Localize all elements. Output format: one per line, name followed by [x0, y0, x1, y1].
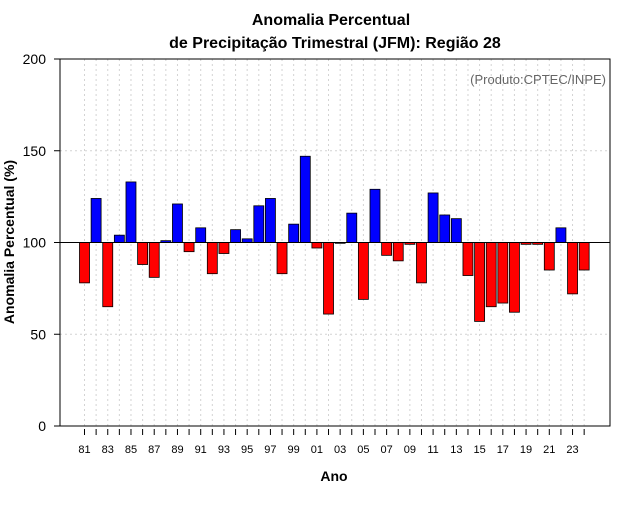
x-tick-label: 81 — [78, 444, 90, 456]
bar-97 — [265, 198, 276, 243]
bar-00 — [299, 155, 311, 243]
bar-84 — [113, 234, 125, 243]
x-tick-label: 17 — [497, 444, 509, 456]
y-tick-label: 100 — [23, 235, 47, 251]
y-tick-label: 150 — [23, 143, 47, 159]
bar-12 — [439, 214, 451, 243]
x-tick-label: 97 — [264, 444, 276, 456]
bar-15 — [474, 242, 485, 322]
bar-86 — [137, 242, 149, 265]
bar-10 — [416, 242, 427, 284]
bar-17 — [497, 242, 509, 304]
x-tick-label: 13 — [450, 444, 462, 456]
bar-96 — [253, 205, 265, 243]
bar-14 — [462, 242, 474, 276]
y-axis: 0 50 100 150 200 — [23, 51, 60, 434]
bar-81 — [79, 242, 90, 284]
chart-title: Anomalia Percentual — [252, 12, 410, 29]
y-tick-label: 50 — [30, 326, 46, 342]
x-tick-label: 09 — [404, 444, 416, 456]
bar-98 — [276, 242, 288, 275]
bar-16 — [485, 242, 497, 308]
y-axis-label: Anomalia Percentual (%) — [1, 160, 17, 324]
x-tick-label: 23 — [566, 444, 578, 456]
bar-18 — [509, 242, 520, 313]
bar-05 — [357, 242, 369, 300]
bar-02 — [323, 242, 334, 315]
x-tick-label: 85 — [125, 444, 137, 456]
x-tick-label: 95 — [241, 444, 253, 456]
bar-85 — [125, 181, 137, 243]
y-tick-label: 0 — [38, 418, 46, 434]
x-axis-label: Ano — [320, 468, 347, 484]
x-tick-label: 11 — [427, 444, 438, 456]
x-tick-label: 91 — [195, 444, 207, 456]
bar-90 — [183, 242, 195, 253]
x-tick-label: 89 — [171, 444, 183, 456]
bar-13 — [450, 218, 462, 243]
bar-21 — [543, 242, 555, 271]
y-tick-label: 200 — [23, 51, 47, 67]
bar-93 — [218, 242, 230, 254]
credit-label: (Produto:CPTEC/INPE) — [470, 72, 606, 87]
bar-24 — [578, 242, 590, 271]
bar-92 — [206, 242, 218, 275]
x-tick-label: 19 — [520, 444, 532, 456]
x-tick-label: 83 — [102, 444, 114, 456]
bar-99 — [288, 223, 300, 243]
bar-01 — [311, 242, 323, 249]
bar-87 — [148, 242, 160, 278]
bar-07 — [381, 242, 393, 256]
bar-22 — [555, 227, 567, 243]
bar-89 — [172, 203, 183, 243]
bar-94 — [230, 229, 241, 243]
bar-06 — [369, 188, 381, 243]
x-tick-label: 99 — [288, 444, 300, 456]
x-tick-label: 87 — [148, 444, 160, 456]
bar-91 — [195, 227, 207, 243]
x-tick-label: 07 — [380, 444, 392, 456]
chart-subtitle: de Precipitação Trimestral (JFM): Região… — [169, 35, 501, 52]
bar-23 — [567, 242, 578, 295]
bar-04 — [346, 212, 358, 243]
grid — [60, 59, 610, 426]
x-tick-label: 01 — [311, 444, 323, 456]
x-axis: 81 83 85 87 89 91 93 95 97 99 01 03 05 07 09 11 13 15 17 19… — [78, 429, 585, 456]
x-tick-label: 21 — [543, 444, 555, 456]
x-tick-label: 05 — [357, 444, 369, 456]
bar-08 — [392, 242, 404, 262]
x-tick-label: 15 — [473, 444, 485, 456]
bar-82 — [90, 198, 102, 243]
x-tick-label: 93 — [218, 444, 230, 456]
bar-83 — [102, 242, 114, 308]
bars — [79, 155, 590, 322]
bar-95 — [241, 238, 253, 243]
x-tick-label: 03 — [334, 444, 346, 456]
bar-11 — [427, 192, 439, 243]
